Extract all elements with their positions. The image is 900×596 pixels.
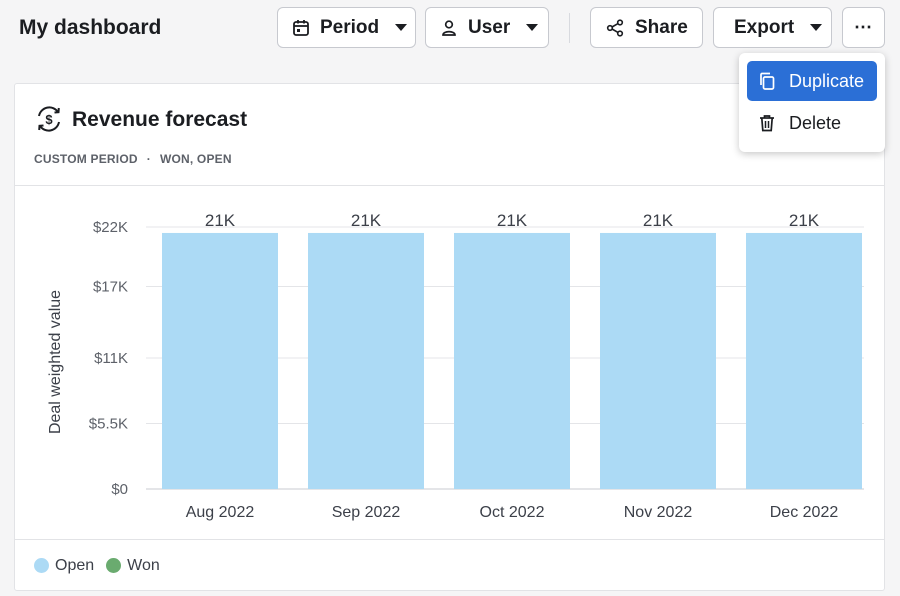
delete-label: Delete: [789, 112, 842, 133]
svg-text:$: $: [45, 112, 53, 127]
share-icon: [605, 18, 625, 38]
x-tick-label: Aug 2022: [186, 504, 255, 521]
revenue-bar-chart: $0 $5.5K $11K $17K $22K Deal weighted value 21…: [47, 211, 864, 521]
bar-oct-2022: [454, 232, 570, 490]
more-icon: ⋯: [854, 17, 873, 37]
bar-nov-2022: [600, 232, 716, 490]
data-label: 21K: [205, 211, 236, 230]
legend-label-open: Open: [55, 556, 95, 574]
x-tick-label: Nov 2022: [624, 504, 693, 521]
data-label: 21K: [497, 211, 528, 230]
bar-dec-2022: [746, 232, 862, 490]
chevron-down-icon: [526, 24, 539, 31]
data-label: 21K: [643, 211, 674, 230]
y-tick-label: $22K: [93, 219, 128, 236]
y-tick-label: $11K: [94, 350, 128, 367]
menu-item-duplicate[interactable]: Duplicate: [747, 61, 877, 101]
card-title: Revenue forecast: [72, 108, 248, 131]
copy-icon: [757, 71, 777, 91]
period-dropdown-button[interactable]: Period: [277, 7, 416, 48]
calendar-icon: [292, 18, 310, 38]
revenue-cycle-icon: $: [34, 104, 64, 134]
period-label: Period: [320, 16, 380, 38]
y-axis-title: Deal weighted value: [47, 290, 64, 434]
meta-period: CUSTOM PERIOD: [34, 152, 138, 166]
chevron-down-icon: [810, 24, 823, 31]
meta-separator: ·: [146, 152, 151, 166]
export-label: Export: [734, 16, 795, 38]
x-tick-label: Sep 2022: [332, 504, 401, 521]
x-tick-label: Oct 2022: [480, 504, 545, 521]
card-filters: CUSTOM PERIOD · WON, OPEN: [34, 152, 232, 166]
legend-item-open[interactable]: Open: [34, 557, 94, 575]
chart-legend: Open Won: [15, 539, 884, 591]
share-label: Share: [635, 16, 688, 38]
y-tick-label: $0: [111, 481, 128, 498]
duplicate-label: Duplicate: [789, 70, 865, 91]
export-dropdown-button[interactable]: Export: [713, 7, 832, 48]
legend-swatch-open: [34, 558, 49, 573]
data-label: 21K: [351, 211, 382, 230]
user-label: User: [468, 16, 511, 38]
data-label: 21K: [789, 211, 820, 230]
bar-sep-2022: [308, 232, 424, 490]
more-options-button[interactable]: ⋯: [842, 7, 885, 48]
card-header: $ Revenue forecast CUSTOM PERIOD · WON, …: [15, 84, 884, 186]
bar-aug-2022: [162, 232, 278, 490]
legend-swatch-won: [106, 558, 122, 573]
y-tick-label: $5.5K: [89, 416, 128, 433]
x-tick-label: Dec 2022: [770, 504, 839, 521]
chevron-down-icon: [395, 24, 408, 31]
user-icon: [440, 18, 458, 38]
page-title: My dashboard: [19, 16, 162, 39]
y-tick-label: $17K: [93, 279, 128, 296]
user-dropdown-button[interactable]: User: [425, 7, 549, 48]
menu-item-delete[interactable]: Delete: [747, 103, 877, 143]
share-button[interactable]: Share: [590, 7, 703, 48]
legend-item-won[interactable]: Won: [106, 557, 160, 575]
legend-label-won: Won: [127, 556, 160, 574]
trash-icon: [757, 113, 777, 133]
more-options-menu: Duplicate Delete: [739, 53, 885, 152]
toolbar-divider: [569, 13, 570, 43]
meta-status: WON, OPEN: [159, 152, 232, 166]
revenue-forecast-card: $ Revenue forecast CUSTOM PERIOD · WON, …: [14, 83, 885, 591]
